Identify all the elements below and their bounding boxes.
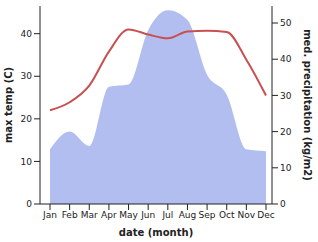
svg-text:Jan: Jan bbox=[42, 210, 57, 220]
svg-text:20: 20 bbox=[21, 114, 33, 124]
svg-text:40: 40 bbox=[280, 54, 292, 64]
svg-text:max temp (C): max temp (C) bbox=[8, 67, 14, 143]
svg-text:date (month): date (month) bbox=[119, 227, 193, 238]
svg-text:Feb: Feb bbox=[62, 210, 78, 220]
svg-text:0: 0 bbox=[26, 199, 32, 209]
svg-text:Aug: Aug bbox=[179, 210, 197, 220]
svg-text:Jun: Jun bbox=[140, 210, 155, 220]
svg-text:Apr: Apr bbox=[101, 210, 117, 220]
svg-text:30: 30 bbox=[280, 91, 292, 101]
svg-text:Dec: Dec bbox=[257, 210, 274, 220]
svg-text:40: 40 bbox=[21, 29, 33, 39]
svg-text:20: 20 bbox=[280, 127, 292, 137]
svg-text:50: 50 bbox=[280, 18, 292, 28]
svg-text:Jul: Jul bbox=[161, 210, 173, 220]
svg-text:Mar: Mar bbox=[81, 210, 98, 220]
svg-text:May: May bbox=[119, 210, 138, 220]
svg-text:Sep: Sep bbox=[199, 210, 216, 220]
svg-text:30: 30 bbox=[21, 71, 33, 81]
svg-text:10: 10 bbox=[21, 157, 33, 167]
svg-text:Nov: Nov bbox=[238, 210, 256, 220]
svg-text:10: 10 bbox=[280, 163, 292, 173]
svg-text:med. precipitation (kg/m2): med. precipitation (kg/m2) bbox=[302, 29, 310, 181]
svg-text:Oct: Oct bbox=[219, 210, 235, 220]
svg-text:0: 0 bbox=[280, 199, 286, 209]
